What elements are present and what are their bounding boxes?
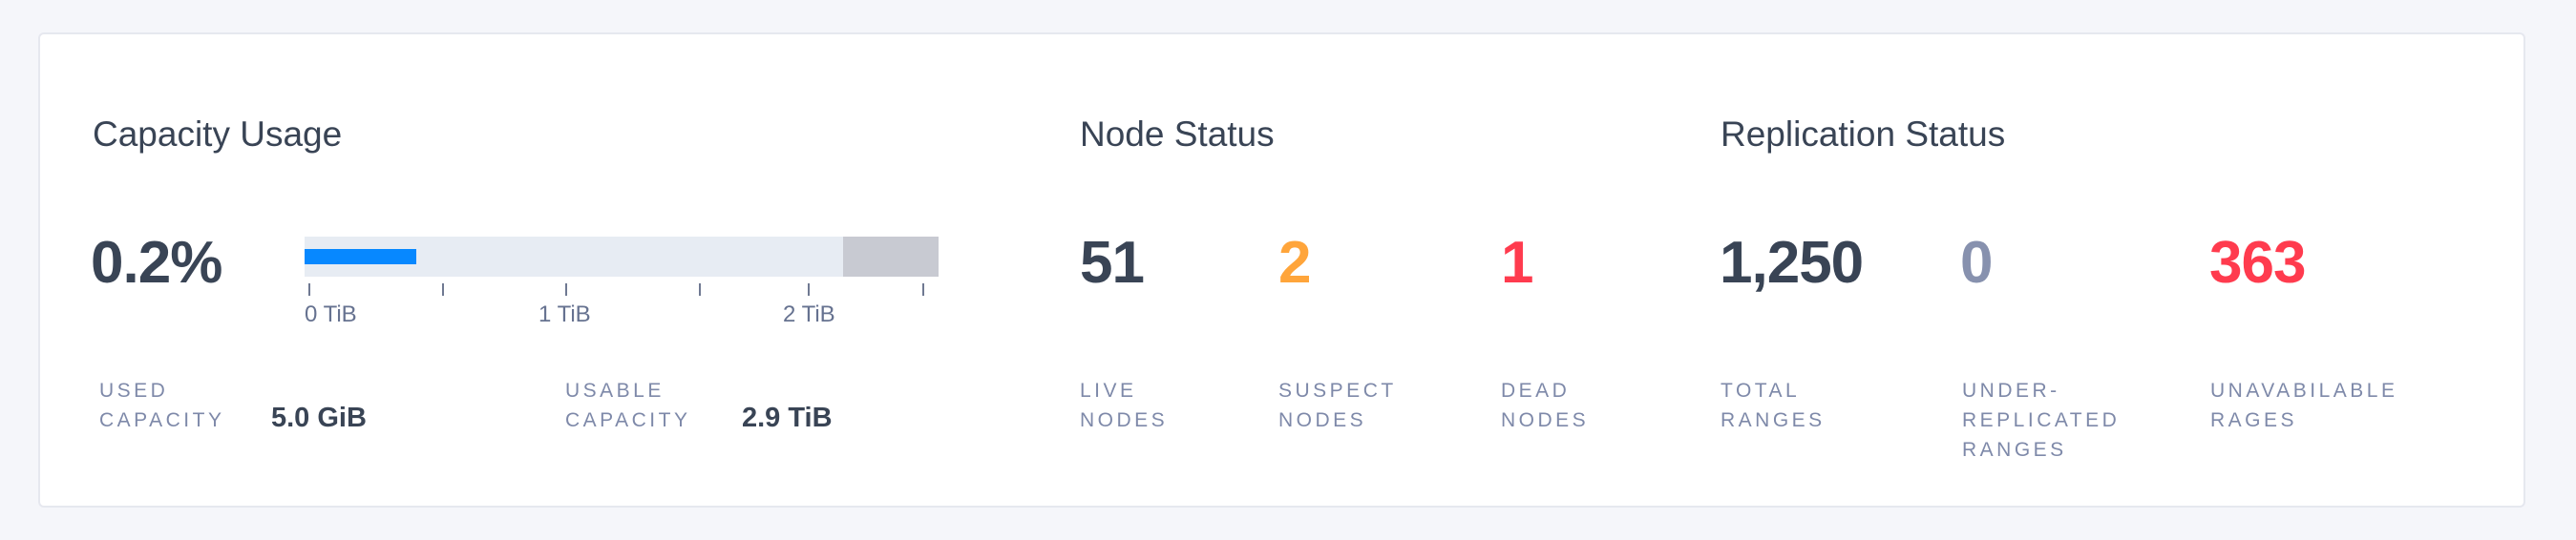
- axis-tick: [308, 283, 310, 296]
- used-capacity-label: USED CAPACITY: [99, 376, 224, 435]
- label-line: RANGES: [1721, 409, 1826, 431]
- node-status-title: Node Status: [1080, 114, 1275, 154]
- under-replicated-ranges-count: 0: [1960, 230, 1993, 296]
- unavailable-ranges-label: UNAVABILABLE RAGES: [2210, 376, 2397, 435]
- label-line: UNDER-: [1962, 380, 2060, 402]
- axis-label: 2 TiB: [783, 301, 835, 327]
- axis-label: 1 TiB: [538, 301, 591, 327]
- unavailable-ranges-count: 363: [2209, 230, 2306, 296]
- label-line: SUSPECT: [1278, 380, 1397, 402]
- axis-label: 0 TiB: [305, 301, 357, 327]
- label-line: RAGES: [2210, 409, 2298, 431]
- total-ranges-label: TOTAL RANGES: [1721, 376, 1826, 435]
- suspect-nodes-count: 2: [1278, 230, 1311, 296]
- live-nodes-count: 51: [1080, 230, 1145, 296]
- replication-status-title: Replication Status: [1721, 114, 2006, 154]
- live-nodes-label: LIVE NODES: [1080, 376, 1168, 435]
- under-replicated-ranges-label: UNDER- REPLICATED RANGES: [1962, 376, 2120, 465]
- label-line: USED: [99, 380, 169, 402]
- label-line: USABLE: [565, 380, 665, 402]
- label-line: UNAVABILABLE: [2210, 380, 2398, 402]
- label-line: CAPACITY: [565, 409, 691, 431]
- capacity-bar-reserved: [843, 237, 939, 277]
- axis-tick: [565, 283, 567, 296]
- label-line: NODES: [1501, 409, 1590, 431]
- capacity-percent: 0.2%: [91, 230, 222, 296]
- label-line: LIVE: [1080, 380, 1137, 402]
- usable-capacity-label: USABLE CAPACITY: [565, 376, 690, 435]
- axis-tick: [699, 283, 701, 296]
- label-line: DEAD: [1501, 380, 1571, 402]
- capacity-bar: [305, 237, 939, 277]
- label-line: REPLICATED: [1962, 409, 2121, 431]
- axis-tick: [808, 283, 810, 296]
- capacity-bar-used: [305, 249, 416, 264]
- label-line: RANGES: [1962, 439, 2067, 461]
- dead-nodes-label: DEAD NODES: [1501, 376, 1589, 435]
- usable-capacity-value: 2.9 TiB: [742, 403, 833, 433]
- axis-tick: [922, 283, 924, 296]
- capacity-usage-title: Capacity Usage: [93, 114, 343, 154]
- label-line: TOTAL: [1721, 380, 1801, 402]
- label-line: CAPACITY: [99, 409, 225, 431]
- label-line: NODES: [1080, 409, 1169, 431]
- suspect-nodes-label: SUSPECT NODES: [1278, 376, 1397, 435]
- used-capacity-value: 5.0 GiB: [271, 403, 367, 433]
- dead-nodes-count: 1: [1501, 230, 1533, 296]
- axis-tick: [442, 283, 444, 296]
- label-line: NODES: [1278, 409, 1367, 431]
- total-ranges-count: 1,250: [1720, 230, 1864, 296]
